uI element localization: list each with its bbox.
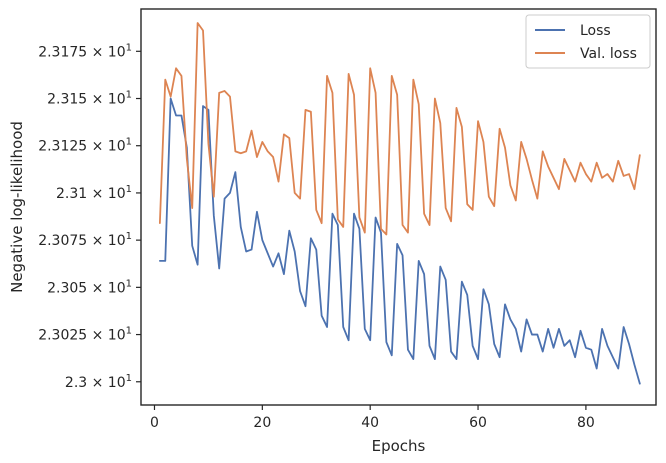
y-tick-label: 2.3075 × 101 <box>38 231 132 249</box>
legend-label-val-loss: Val. loss <box>580 46 637 62</box>
plot-frame <box>140 8 657 406</box>
y-tick-label: 2.3 × 101 <box>65 373 132 391</box>
legend-label-loss: Loss <box>580 23 611 39</box>
legend: Loss Val. loss <box>525 14 651 69</box>
y-tick-label: 2.3125 × 101 <box>38 137 132 155</box>
y-tick-label: 2.315 × 101 <box>47 90 132 108</box>
y-tick-label: 2.3175 × 101 <box>38 42 132 60</box>
series-layer <box>158 22 641 385</box>
x-tick-label: 40 <box>361 415 379 431</box>
x-tick-label: 0 <box>150 415 159 431</box>
y-axis: 2.3 × 101 2.3025 × 101 2.305 × 101 2.3075 ×… <box>38 42 141 391</box>
plot-area <box>141 9 656 405</box>
x-tick-label: 80 <box>577 415 595 431</box>
y-axis-label: Negative log-likelihood <box>8 121 26 293</box>
legend-box <box>525 14 651 69</box>
series-line-loss <box>158 97 641 385</box>
x-tick-label: 60 <box>469 415 487 431</box>
y-tick-label: 2.305 × 101 <box>47 278 132 296</box>
y-tick-label: 2.31 × 101 <box>56 184 132 202</box>
x-axis-label: Epochs <box>372 437 426 455</box>
x-axis: 0 20 40 60 80 <box>150 405 595 431</box>
x-tick-label: 20 <box>253 415 271 431</box>
series-line-val-loss <box>158 22 641 236</box>
y-tick-label: 2.3025 × 101 <box>38 326 132 344</box>
